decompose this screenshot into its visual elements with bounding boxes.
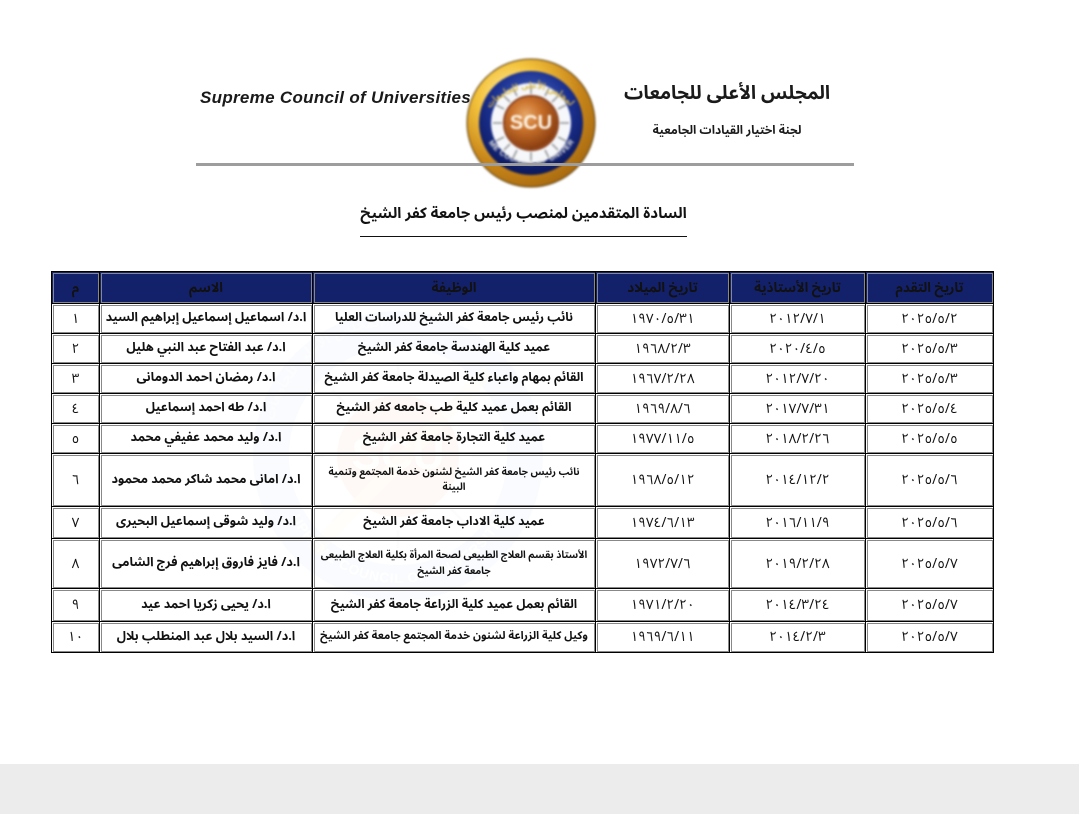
svg-text:SCU: SCU — [510, 112, 552, 134]
